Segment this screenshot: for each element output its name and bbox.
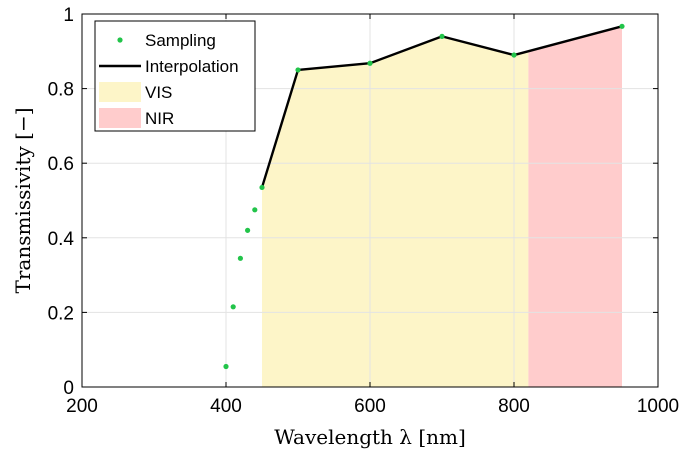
x-tick-label: 400 xyxy=(210,396,242,417)
sampling-point xyxy=(367,60,373,66)
y-tick-label: 0 xyxy=(63,378,74,399)
legend-label-vis: VIS xyxy=(145,83,172,102)
sampling-point xyxy=(245,227,251,233)
axis-ticks: 200 400 600 800 1000 0 0.2 0.4 0.6 0.8 1 xyxy=(48,5,680,417)
y-tick-label: 0.6 xyxy=(48,154,74,175)
shaded-regions xyxy=(262,26,622,388)
sampling-point xyxy=(259,184,265,191)
y-tick-label: 0.8 xyxy=(48,80,74,101)
sampling-point xyxy=(511,52,517,58)
data-series xyxy=(223,23,625,370)
sampling-point xyxy=(230,304,236,310)
legend-label-nir: NIR xyxy=(145,109,174,128)
y-tick-label: 0.2 xyxy=(48,303,74,324)
y-axis-label: Transmissivity [−] xyxy=(11,107,35,293)
x-tick-label: 1000 xyxy=(637,396,679,417)
x-tick-label: 800 xyxy=(498,396,530,417)
x-axis-label: Wavelength λ [nm] xyxy=(274,425,466,449)
legend: Sampling Interpolation VIS NIR xyxy=(94,20,256,132)
y-tick-label: 1 xyxy=(63,5,74,26)
sampling-point xyxy=(439,33,445,39)
sampling-point xyxy=(619,23,625,29)
legend-swatch-nir xyxy=(99,108,141,128)
sampling-point xyxy=(295,67,301,73)
sampling-point xyxy=(237,255,243,261)
interpolation-line xyxy=(260,25,623,188)
x-tick-label: 600 xyxy=(354,396,386,417)
legend-label-interpolation: Interpolation xyxy=(145,57,239,76)
region-nir xyxy=(528,26,622,388)
legend-swatch-vis xyxy=(99,82,141,102)
legend-items: Sampling Interpolation VIS NIR xyxy=(99,31,239,128)
legend-swatch-sampling xyxy=(117,37,123,43)
y-tick-label: 0.4 xyxy=(48,229,75,250)
legend-label-sampling: Sampling xyxy=(145,31,216,50)
sampling-point xyxy=(252,207,258,213)
region-vis xyxy=(262,36,529,387)
sampling-point xyxy=(223,363,229,370)
x-tick-label: 200 xyxy=(66,396,98,417)
